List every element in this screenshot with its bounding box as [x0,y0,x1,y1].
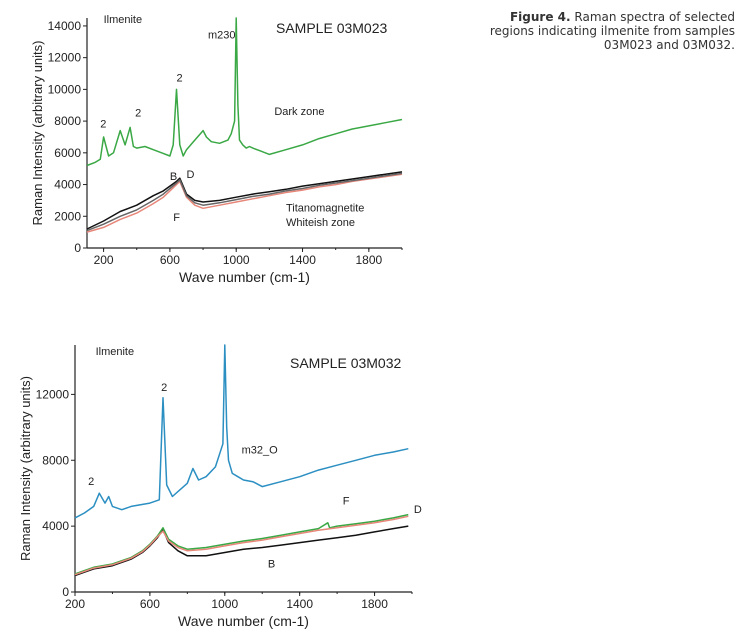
caption-label: Figure 4. [509,10,571,24]
x-tick-label: 600 [160,253,180,267]
x-tick-label: 200 [65,597,85,611]
annotation-label: 2 [135,107,141,119]
y-tick-label: 0 [62,585,69,599]
y-tick-label: 14000 [48,19,82,33]
chart-title: SAMPLE 03M023 [276,20,387,36]
annotation-label: F [343,496,350,508]
y-tick-label: 4000 [42,519,69,533]
annotation-label: F [173,212,180,224]
x-tick-label: 1800 [361,597,388,611]
annotation-label: B [268,558,275,570]
series-line-m32-o [74,344,409,519]
annotation-label: 2 [100,118,106,130]
x-tick-label: 200 [94,253,114,267]
y-axis-label: Raman Intensity (arbitrary units) [30,41,45,226]
series-line-d [74,515,409,576]
annotation-label: Whiteish zone [286,217,355,229]
x-tick-label: 1000 [223,253,250,267]
series-line-d [86,172,403,232]
figure-caption: Figure 4. Raman spectra of selected regi… [470,10,735,52]
annotation-label: 2 [161,382,167,394]
y-tick-label: 4000 [54,178,81,192]
annotation-label: 2 [88,476,94,488]
series-line-f [86,173,403,233]
x-tick-label: 600 [140,597,160,611]
chart-2: 200 600 1000 1400 1800 0 4000 8000 12000 Wave num… [18,344,422,629]
annotation-label: m230 [208,30,236,42]
y-tick-label: 8000 [54,114,81,128]
annotation-label: 2 [177,72,183,84]
y-tick-label: 10000 [48,82,82,96]
y-axis-label: Raman Intensity (arbitrary units) [18,376,33,561]
series-line-b [74,525,409,577]
x-tick-label: 1800 [355,253,382,267]
y-tick-label: 2000 [54,209,81,223]
y-tick-label: 12000 [36,387,70,401]
chart-title: SAMPLE 03M032 [290,355,401,371]
y-tick-label: 0 [74,241,81,255]
annotation-label: Titanomagnetite [286,203,364,215]
series-line-b [86,171,403,230]
x-tick-label: 1400 [289,253,316,267]
series-line-m230 [86,17,403,167]
annotation-label: m32_O [242,445,279,457]
x-axis-label: Wave number (cm-1) [178,613,309,629]
annotation-label: B [170,171,177,183]
annotation-label: Dark zone [274,106,324,118]
annotation-label: D [414,504,422,516]
x-tick-label: 1000 [211,597,238,611]
annotation-label: D [186,169,194,181]
y-tick-label: 8000 [42,453,69,467]
y-tick-label: 12000 [48,51,82,65]
y-tick-label: 6000 [54,146,81,160]
x-tick-label: 1400 [286,597,313,611]
caption-text: Raman spectra of selected regions indica… [489,10,735,52]
x-axis-label: Wave number (cm-1) [179,269,310,285]
annotation-label: Ilmenite [96,346,135,358]
annotation-label: Ilmenite [104,14,143,26]
series-line-f [74,513,409,575]
chart-1: 200 600 1000 1400 1800 0 2000 4000 6000 8000 10000… [30,14,403,285]
